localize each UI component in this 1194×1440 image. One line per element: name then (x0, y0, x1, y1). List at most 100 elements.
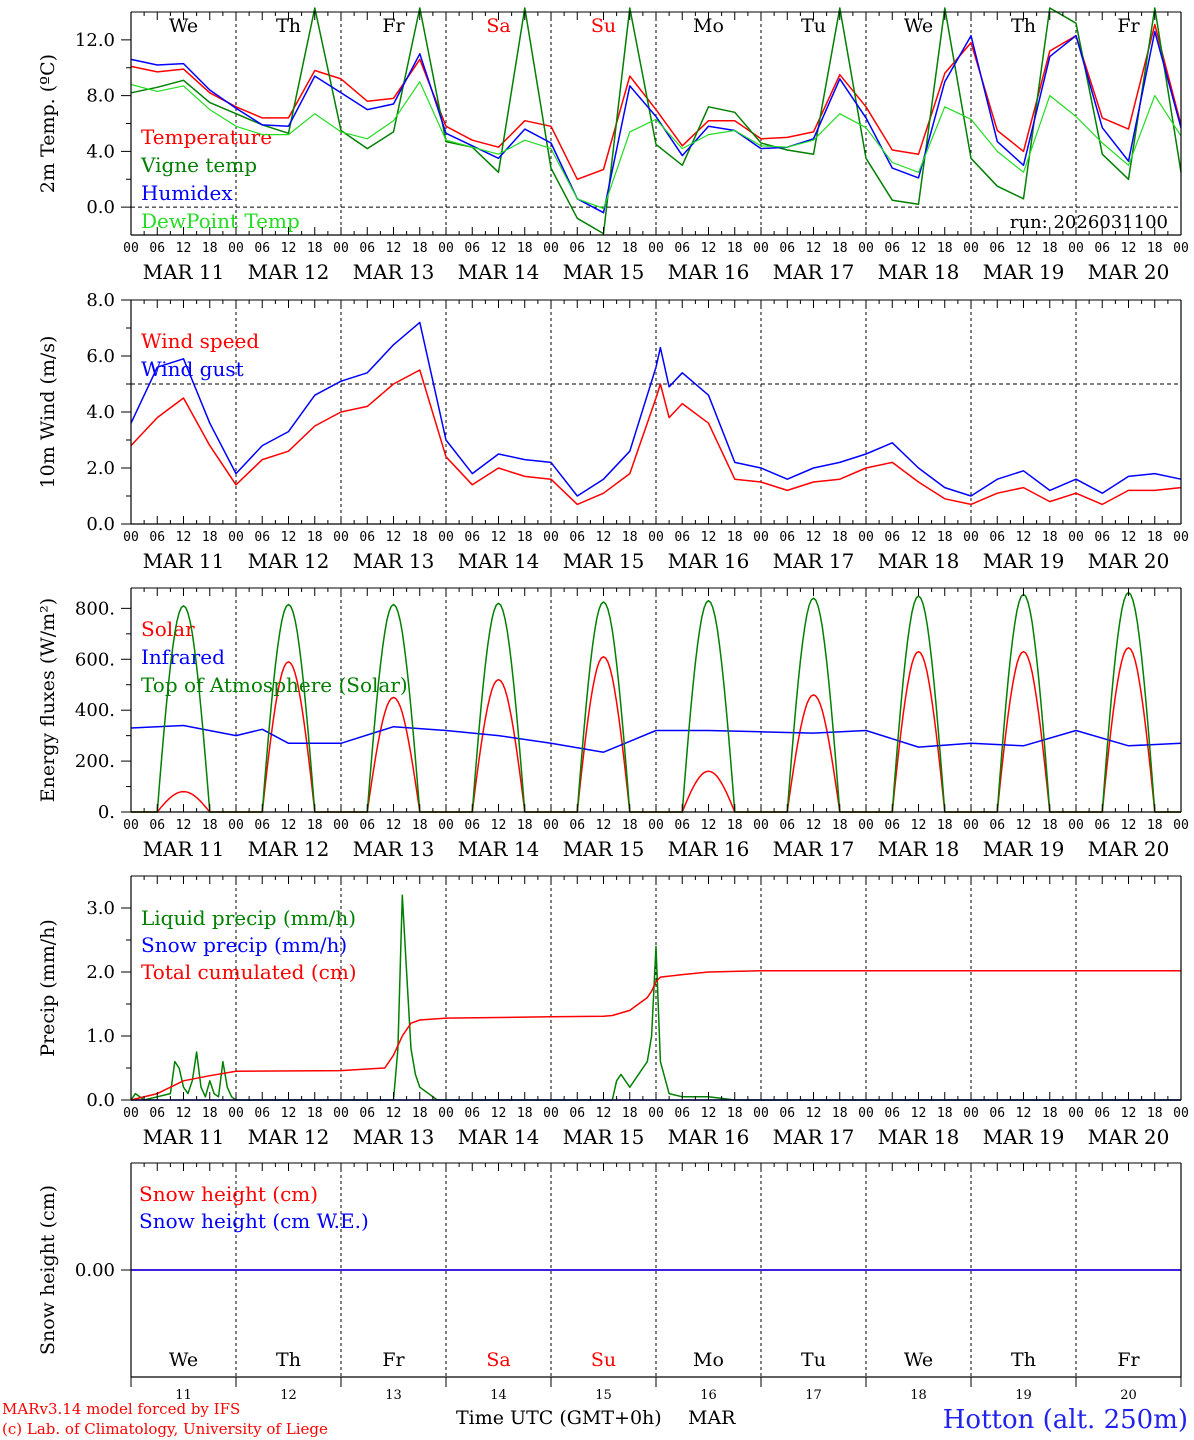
legend-entry: Vigne temp (140, 153, 257, 177)
bottom-weekday-label: Su (591, 1349, 616, 1371)
hour-tick-label: 12 (491, 241, 507, 256)
date-label: MAR 19 (983, 549, 1065, 573)
date-label: MAR 12 (248, 549, 330, 573)
hour-tick-label: 18 (307, 241, 323, 256)
bottom-weekday-label: Fr (1117, 1349, 1140, 1371)
chart-panels: Temperature Vigne temp Humidex DewPoint Tem… (37, 7, 1189, 1378)
weekday-label: Sa (486, 15, 510, 37)
bottom-day-number: 13 (385, 1388, 402, 1403)
hour-tick-label: 18 (622, 1106, 638, 1121)
y-tick-label: 6.0 (86, 346, 115, 367)
hour-tick-label: 00 (228, 818, 244, 833)
date-label: MAR 20 (1088, 1125, 1170, 1149)
hour-tick-label: 18 (202, 1106, 218, 1121)
hour-tick-label: 06 (464, 818, 480, 833)
hour-tick-label: 00 (753, 530, 769, 545)
hour-tick-label: 12 (176, 241, 192, 256)
hour-tick-label: 00 (858, 818, 874, 833)
hour-tick-label: 12 (806, 241, 822, 256)
hour-tick-label: 18 (412, 1106, 428, 1121)
hour-tick-label: 18 (727, 818, 743, 833)
hour-tick-label: 18 (622, 530, 638, 545)
bottom-day-number: 17 (805, 1388, 822, 1403)
bottom-day-number: 11 (175, 1388, 192, 1403)
hour-tick-label: 06 (884, 241, 900, 256)
hour-tick-label: 12 (911, 241, 927, 256)
y-axis-title: Snow height (cm) (37, 1185, 59, 1355)
legend-entry: Top of Atmosphere (Solar) (141, 673, 408, 697)
hour-tick-label: 12 (701, 1106, 717, 1121)
hour-tick-label: 18 (1147, 241, 1163, 256)
hour-tick-label: 06 (674, 1106, 690, 1121)
hour-tick-label: 12 (281, 818, 297, 833)
bottom-daynumber-row: 11 12 13 14 15 16 17 18 19 20 (175, 1388, 1137, 1403)
bottom-day-number: 14 (490, 1388, 507, 1403)
hour-tick-label: 12 (596, 1106, 612, 1121)
hour-tick-label: 18 (1042, 818, 1058, 833)
hour-tick-label: 06 (1094, 1106, 1110, 1121)
hour-tick-label: 00 (753, 241, 769, 256)
time-axis-label: Time UTC (GMT+0h) (456, 1407, 662, 1429)
hour-tick-label: 00 (858, 241, 874, 256)
hour-tick-label: 06 (569, 818, 585, 833)
hour-tick-label: 18 (517, 241, 533, 256)
hour-tick-label: 06 (779, 1106, 795, 1121)
hour-tick-label: 12 (281, 241, 297, 256)
date-label: MAR 17 (773, 549, 855, 573)
hour-tick-label: 00 (438, 818, 454, 833)
panel-energy: Solar Infrared Top of Atmosphere (Solar) 0.… (37, 587, 1189, 861)
hour-tick-label: 18 (832, 818, 848, 833)
bottom-day-number: 16 (700, 1388, 717, 1403)
weekday-label: Fr (1117, 15, 1140, 37)
hour-tick-label: 06 (779, 241, 795, 256)
hour-tick-label: 00 (228, 241, 244, 256)
hour-tick-label: 00 (543, 818, 559, 833)
hour-tick-label: 18 (1147, 818, 1163, 833)
date-label: MAR 14 (458, 837, 540, 861)
hour-tick-label: 12 (491, 530, 507, 545)
hour-tick-label: 06 (884, 1106, 900, 1121)
date-label: MAR 14 (458, 260, 540, 284)
hour-tick-label: 06 (884, 530, 900, 545)
y-tick-label: 0. (98, 802, 115, 823)
date-label: MAR 17 (773, 1125, 855, 1149)
hour-tick-label: 06 (359, 241, 375, 256)
hour-tick-label: 12 (806, 818, 822, 833)
bottom-day-number: 15 (595, 1388, 612, 1403)
y-tick-label: 1.0 (86, 1026, 115, 1047)
hour-tick-label: 00 (543, 530, 559, 545)
bottom-weekday-label: Fr (382, 1349, 405, 1371)
legend-entry: Wind gust (141, 357, 244, 381)
legend-entry: Snow height (cm W.E.) (139, 1209, 369, 1233)
hour-tick-label: 12 (701, 818, 717, 833)
hour-tick-label: 00 (648, 530, 664, 545)
hour-tick-label: 06 (569, 1106, 585, 1121)
weekday-label: Th (1011, 15, 1036, 37)
y-tick-label: 8.0 (86, 86, 115, 107)
hour-tick-label: 06 (149, 530, 165, 545)
hour-tick-label: 06 (149, 241, 165, 256)
hour-tick-label: 06 (464, 530, 480, 545)
hour-tick-label: 12 (386, 530, 402, 545)
hour-tick-label: 18 (622, 818, 638, 833)
hour-tick-label: 00 (963, 530, 979, 545)
hour-tick-label: 00 (438, 241, 454, 256)
bottom-day-number: 20 (1120, 1388, 1137, 1403)
hour-tick-label: 06 (884, 818, 900, 833)
hour-tick-label: 12 (1121, 818, 1137, 833)
hour-tick-label: 12 (386, 818, 402, 833)
bottom-weekday-row: We Th Fr Sa Su Mo Tu We Th Fr (130, 1349, 1182, 1387)
hour-tick-label: 12 (386, 1106, 402, 1121)
hour-tick-label: 18 (1147, 530, 1163, 545)
legend-entry: Infrared (141, 645, 225, 669)
hour-tick-label: 12 (1121, 1106, 1137, 1121)
bottom-weekday-label: Mo (693, 1349, 724, 1371)
bottom-weekday-label: We (169, 1349, 198, 1371)
hour-tick-label: 12 (1121, 530, 1137, 545)
hour-tick-label: 06 (989, 241, 1005, 256)
bottom-weekday-label: Th (276, 1349, 301, 1371)
y-tick-label: 800. (75, 598, 115, 619)
hour-tick-label: 06 (359, 818, 375, 833)
y-tick-label: 0.00 (75, 1260, 115, 1281)
weekday-label: Su (591, 15, 616, 37)
